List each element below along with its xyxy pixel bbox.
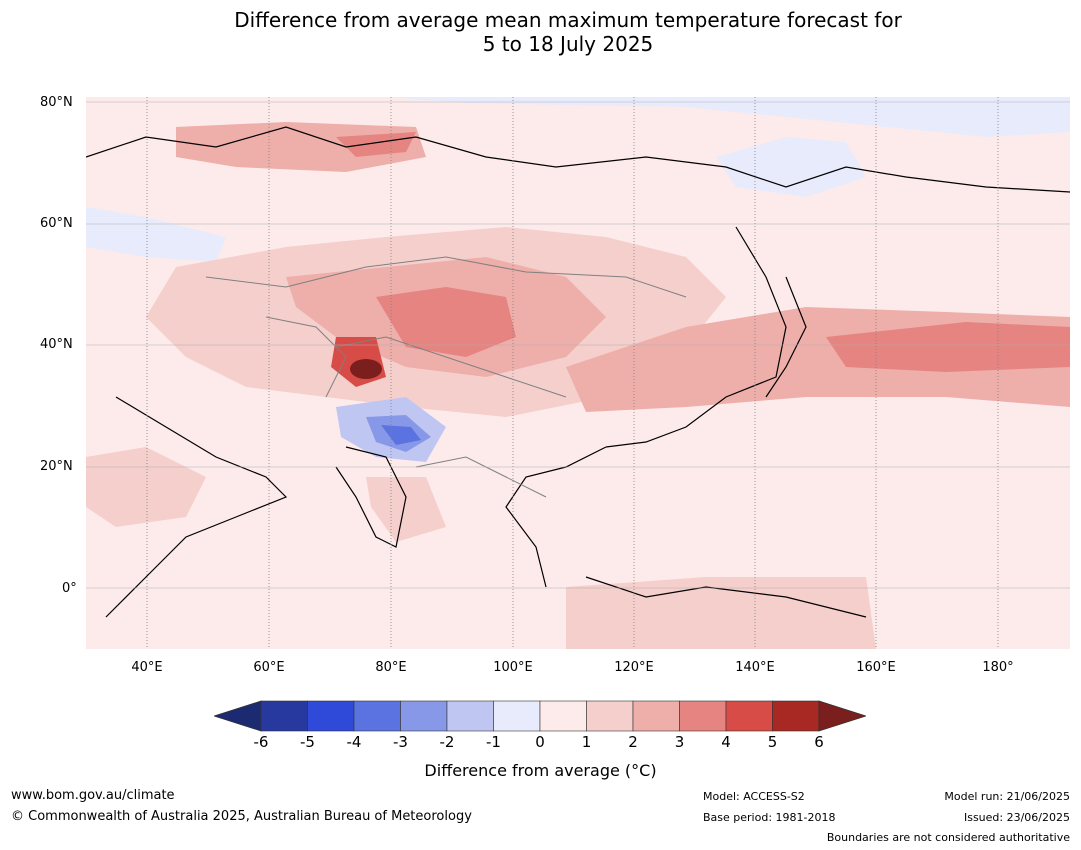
colorbar-tick-label: 3 bbox=[674, 733, 685, 751]
lon-label-80e: 80°E bbox=[375, 660, 407, 675]
title-line-1: Difference from average mean maximum tem… bbox=[234, 8, 902, 32]
lat-label-60n: 60°N bbox=[40, 216, 73, 231]
footer-copyright: © Commonwealth of Australia 2025, Austra… bbox=[11, 809, 472, 824]
forecast-map bbox=[86, 97, 1070, 649]
footer-website: www.bom.gov.au/climate bbox=[11, 788, 175, 803]
colorbar-bin bbox=[679, 700, 727, 732]
colorbar-bin bbox=[307, 700, 355, 732]
colorbar-tick-label: 2 bbox=[628, 733, 638, 751]
footer-disclaimer: Boundaries are not considered authoritat… bbox=[826, 831, 1070, 844]
colorbar-tick-label: -5 bbox=[300, 733, 315, 751]
colorbar-bin bbox=[400, 700, 448, 732]
colorbar-high-extend bbox=[818, 700, 866, 732]
colorbar-tick-label: 4 bbox=[721, 733, 731, 751]
borders bbox=[205, 256, 687, 498]
lat-label-80n: 80°N bbox=[40, 95, 73, 110]
colorbar-bin bbox=[586, 700, 634, 732]
colorbar-tick-label: -1 bbox=[486, 733, 501, 751]
colorbar-bin bbox=[725, 700, 773, 732]
south-india-warm bbox=[366, 477, 446, 542]
lon-label-140e: 140°E bbox=[735, 660, 775, 675]
footer-base-period: Base period: 1981-2018 bbox=[703, 811, 836, 824]
colorbar-tick-label: 0 bbox=[535, 733, 545, 751]
lon-label-100e: 100°E bbox=[493, 660, 533, 675]
arabia-africa-coastline bbox=[105, 396, 288, 618]
colorbar-tick-label: 5 bbox=[767, 733, 778, 751]
footer-issued: Issued: 23/06/2025 bbox=[963, 811, 1070, 824]
arctic-cool-region bbox=[386, 97, 1070, 137]
lat-label-0: 0° bbox=[62, 581, 77, 596]
lon-label-60e: 60°E bbox=[253, 660, 285, 675]
east-asia-coastline bbox=[605, 226, 787, 448]
indonesia-coastline bbox=[585, 576, 867, 618]
colorbar-tick-label: -4 bbox=[346, 733, 362, 751]
lat-label-40n: 40°N bbox=[40, 337, 73, 352]
colorbar-low-extend bbox=[214, 700, 262, 732]
warm-core-region bbox=[376, 287, 516, 357]
colorbar-tick-label: 1 bbox=[581, 733, 592, 751]
indochina-coastline bbox=[505, 446, 607, 588]
maritime-warm bbox=[566, 577, 876, 649]
colorbar bbox=[214, 700, 866, 732]
japan-coastline bbox=[765, 276, 807, 398]
colorbar-label: Difference from average (°C) bbox=[424, 761, 657, 780]
lon-label-180: 180° bbox=[982, 660, 1014, 675]
colorbar-tick-label: -6 bbox=[253, 733, 269, 751]
lon-label-120e: 120°E bbox=[614, 660, 654, 675]
colorbar-bin bbox=[632, 700, 680, 732]
colorbar-bin bbox=[772, 700, 820, 732]
west-cool-region bbox=[86, 207, 226, 262]
india-coastline bbox=[335, 446, 407, 548]
parallels bbox=[86, 101, 1070, 589]
extreme-warm-spot bbox=[350, 359, 382, 379]
northern-warm-core bbox=[336, 132, 416, 157]
arctic-coastline bbox=[86, 126, 1070, 193]
russia-border bbox=[205, 256, 687, 298]
colorbar-bin bbox=[539, 700, 587, 732]
footer-model-run: Model run: 21/06/2025 bbox=[944, 790, 1070, 803]
central-asia-border bbox=[265, 316, 347, 398]
lat-label-20n: 20°N bbox=[40, 459, 73, 474]
northern-warm-band bbox=[176, 122, 426, 172]
colorbar-tick-label: -2 bbox=[439, 733, 455, 751]
lon-label-40e: 40°E bbox=[131, 660, 163, 675]
colorbar-bin bbox=[260, 700, 308, 732]
siberia-cool-region bbox=[716, 137, 866, 197]
title-line-2: 5 to 18 July 2025 bbox=[482, 32, 654, 56]
lon-label-160e: 160°E bbox=[856, 660, 896, 675]
colorbar-tick-label: -3 bbox=[393, 733, 408, 751]
coastlines bbox=[86, 126, 1070, 618]
colorbar-bin bbox=[353, 700, 401, 732]
pacific-warm-core bbox=[826, 322, 1070, 372]
map-title: Difference from average mean maximum tem… bbox=[0, 8, 1081, 56]
colorbar-bin bbox=[446, 700, 494, 732]
graticule bbox=[146, 97, 999, 649]
colorbar-tick-label: 6 bbox=[814, 733, 824, 751]
colorbar-bin bbox=[493, 700, 541, 732]
footer-model: Model: ACCESS-S2 bbox=[703, 790, 805, 803]
china-south-border bbox=[335, 336, 567, 398]
